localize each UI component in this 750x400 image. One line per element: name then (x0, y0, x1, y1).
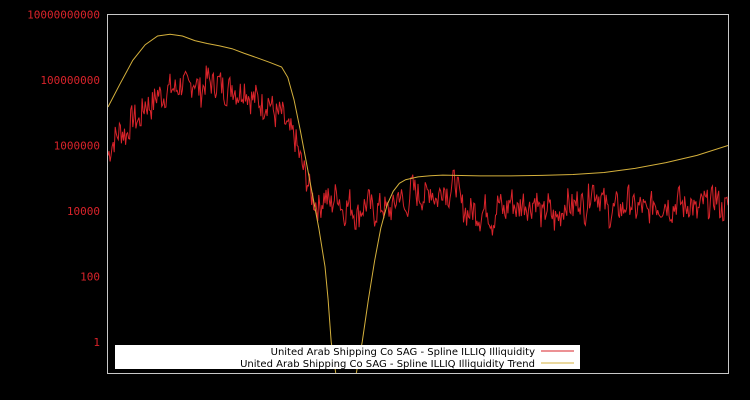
y-tick-label: 100000000 (40, 74, 100, 87)
y-tick-label: 1000000 (54, 140, 100, 153)
legend-box (115, 345, 580, 369)
legend-label-trend: United Arab Shipping Co SAG - Spline ILL… (240, 359, 535, 370)
y-tick-label: 10000000000 (27, 9, 100, 22)
plot-area (108, 33, 728, 373)
y-tick-label: 100 (80, 271, 100, 284)
illiquidity-series-line (108, 65, 728, 236)
y-tick-label: 1 (93, 336, 100, 349)
y-axis-ticks: 10000000000 100000000 1000000 10000 100 1 (27, 9, 100, 350)
legend: United Arab Shipping Co SAG - Spline ILL… (115, 345, 580, 370)
y-tick-label: 10000 (67, 205, 100, 218)
legend-label-illiquidity: United Arab Shipping Co SAG - Spline ILL… (271, 347, 535, 358)
illiquidity-trend-line (108, 33, 728, 373)
plot-frame (107, 14, 729, 374)
